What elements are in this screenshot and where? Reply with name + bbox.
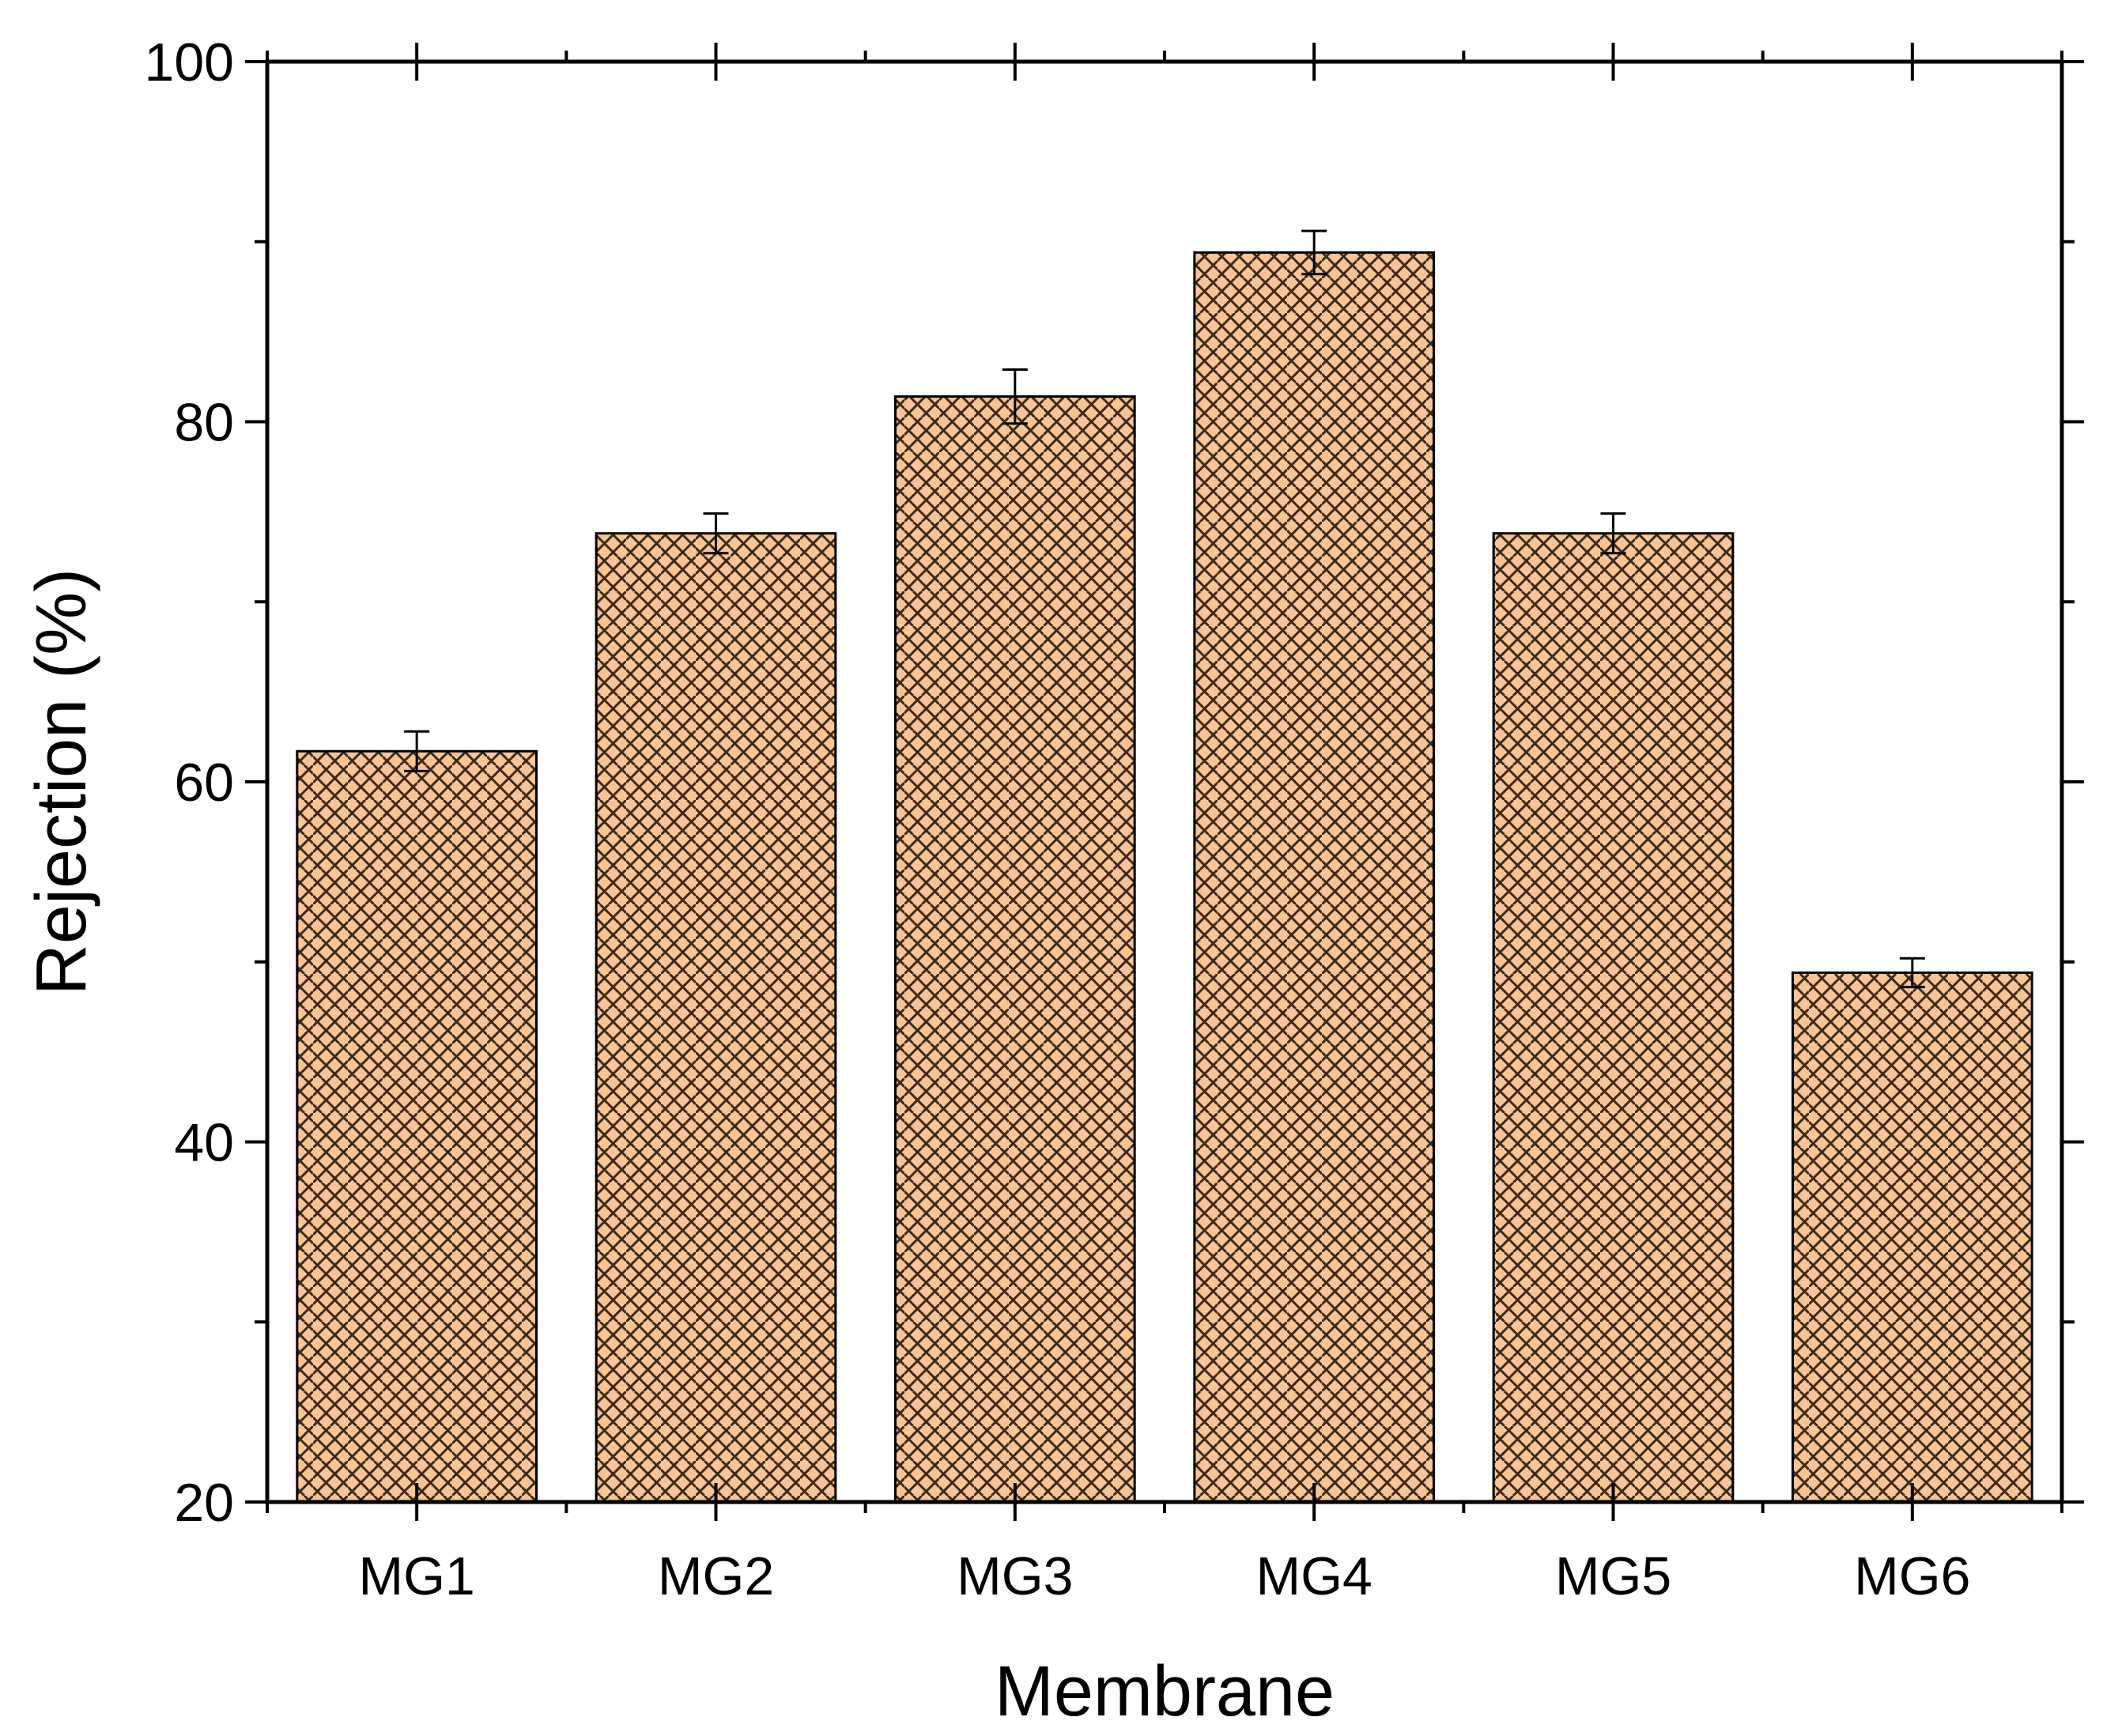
- error-bar-mg5: [1600, 512, 1626, 555]
- error-bars-layer: [404, 229, 1925, 989]
- y-tick-label-100: 100: [145, 32, 234, 92]
- error-bar-mg6: [1899, 957, 1925, 989]
- bars-layer: [296, 251, 2033, 1504]
- bar-mg4: [1193, 251, 1436, 1504]
- x-axis-title: Membrane: [995, 1652, 1335, 1731]
- y-axis-title: Rejection (%): [22, 568, 101, 995]
- x-tick-label-mg6: MG6: [1854, 1546, 1970, 1606]
- y-tick-label-40: 40: [174, 1113, 234, 1173]
- y-tick-label-20: 20: [174, 1473, 234, 1533]
- bar-mg3: [894, 395, 1136, 1504]
- error-bar-mg4: [1301, 229, 1327, 276]
- error-bar-mg1: [404, 730, 430, 772]
- y-tick-label-60: 60: [174, 753, 234, 813]
- error-bar-mg3: [1002, 368, 1028, 425]
- y-tick-label-80: 80: [174, 393, 234, 453]
- x-tick-label-mg3: MG3: [957, 1546, 1073, 1606]
- x-tick-label-mg4: MG4: [1255, 1546, 1372, 1606]
- x-tick-label-mg1: MG1: [358, 1546, 474, 1606]
- bar-mg5: [1492, 532, 1735, 1504]
- bar-mg6: [1792, 971, 2033, 1504]
- error-bar-mg2: [703, 512, 729, 555]
- bar-mg1: [296, 749, 538, 1504]
- tick-labels-layer: MG1 MG2 MG3 MG4 MG5 MG6 20 40 60 80 100: [145, 32, 1971, 1606]
- bar-mg2: [595, 532, 837, 1504]
- x-tick-label-mg2: MG2: [658, 1546, 774, 1606]
- ticks-layer: [245, 43, 2084, 1521]
- x-tick-label-mg5: MG5: [1555, 1546, 1671, 1606]
